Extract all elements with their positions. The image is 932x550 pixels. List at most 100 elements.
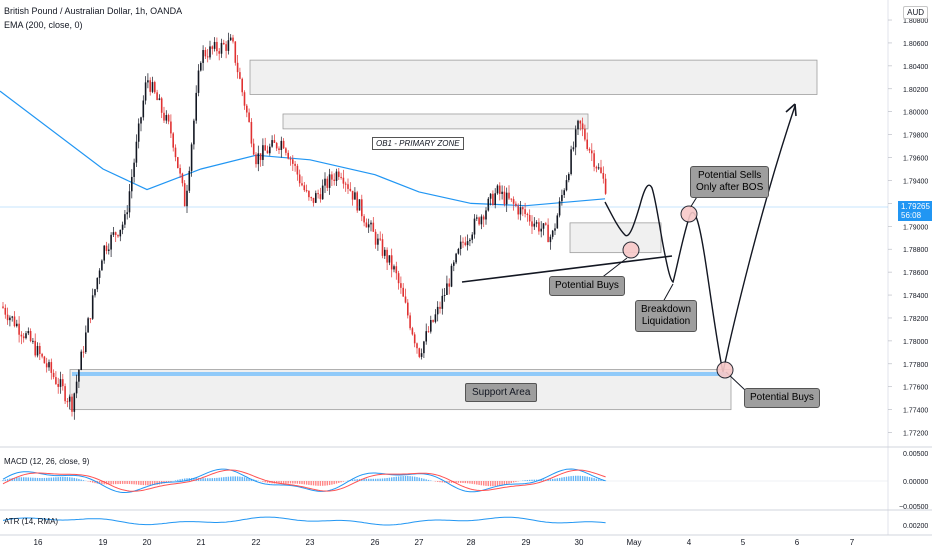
- macd-bar: [473, 481, 476, 485]
- candle-body: [197, 70, 200, 93]
- candle-body: [503, 191, 506, 205]
- candle-body: [522, 207, 524, 210]
- atr-tick: 0.00200: [903, 523, 928, 530]
- macd-bar: [485, 481, 487, 486]
- candle-body: [229, 37, 232, 41]
- candle-body: [393, 266, 395, 270]
- candle-body: [50, 362, 53, 373]
- macd-bar: [586, 476, 588, 481]
- y-tick-12: 1.78400: [903, 293, 928, 300]
- macd-bar: [372, 478, 374, 481]
- macd-bar: [370, 478, 372, 481]
- macd-bar: [59, 476, 62, 481]
- candle-body: [186, 190, 188, 207]
- macd-bar: [89, 481, 92, 483]
- candle-body: [126, 212, 128, 215]
- candle-body: [181, 173, 184, 184]
- bar-countdown: 56:08: [901, 211, 922, 220]
- x-tick-12: 4: [687, 538, 692, 547]
- candle-body: [174, 147, 177, 158]
- candle-body: [160, 98, 163, 113]
- candle-body: [110, 234, 112, 250]
- macd-bar: [317, 481, 319, 486]
- macd-bar: [82, 480, 85, 481]
- macd-bar: [299, 481, 301, 484]
- macd-bar: [225, 476, 227, 481]
- macd-bar: [512, 481, 515, 483]
- candles-layer: [2, 32, 607, 420]
- y-tick-14: 1.78000: [903, 339, 928, 346]
- currency-badge[interactable]: AUD: [903, 6, 928, 19]
- macd-bar: [333, 481, 335, 485]
- macd-bar: [397, 476, 400, 481]
- macd-bar: [41, 478, 43, 481]
- macd-bar: [533, 479, 535, 481]
- candle-body: [425, 331, 427, 342]
- macd-bar: [338, 481, 340, 483]
- candle-body: [349, 188, 352, 191]
- macd-bar: [39, 477, 41, 481]
- candle-body: [448, 283, 450, 287]
- candle-body: [167, 115, 170, 122]
- macd-bar: [170, 481, 172, 482]
- candle-body: [586, 139, 588, 149]
- ob1-zone: [282, 113, 589, 130]
- macd-bar: [131, 481, 133, 485]
- candle-body: [407, 302, 409, 316]
- macd-bar: [319, 481, 322, 486]
- callout-potential-buys-2: Potential Buys: [744, 388, 820, 408]
- candle-body: [370, 222, 372, 225]
- macd-bar: [278, 481, 280, 484]
- macd-bar: [292, 481, 294, 484]
- candle-body: [333, 179, 335, 181]
- candle-body: [140, 117, 142, 124]
- candle-body: [172, 133, 174, 148]
- candle-body: [551, 230, 554, 237]
- macd-bar: [135, 481, 138, 485]
- candle-body: [386, 249, 388, 263]
- macd-bar: [62, 476, 64, 481]
- candle-body: [32, 340, 34, 342]
- macd-bar: [591, 477, 593, 481]
- candle-body: [257, 153, 260, 165]
- candle-body: [604, 178, 607, 194]
- macd-bar: [294, 481, 296, 484]
- macd-bar: [220, 477, 223, 481]
- macd-bar: [600, 479, 602, 481]
- candle-body: [409, 315, 411, 329]
- x-tick-4: 22: [252, 538, 261, 547]
- macd-bar: [184, 478, 186, 481]
- candle-body: [280, 140, 283, 151]
- marker-buys-2: [716, 361, 734, 379]
- macd-bar: [266, 481, 269, 483]
- macd-bar: [101, 481, 103, 485]
- candle-body: [16, 323, 18, 327]
- macd-bar: [223, 477, 225, 481]
- macd-bar: [326, 481, 328, 486]
- macd-bar: [204, 478, 207, 481]
- macd-bar: [388, 477, 391, 481]
- candle-body: [213, 41, 216, 49]
- candle-body: [71, 396, 73, 412]
- candle-body: [165, 115, 168, 121]
- candle-body: [232, 37, 234, 42]
- candle-body: [363, 216, 365, 223]
- candle-body: [466, 241, 469, 246]
- x-tick-7: 27: [415, 538, 424, 547]
- candle-body: [517, 205, 519, 215]
- candle-body: [114, 232, 117, 235]
- y-tick-7: 1.79400: [903, 178, 928, 185]
- macd-bar: [448, 481, 450, 483]
- candle-body: [480, 216, 483, 225]
- macd-bar: [391, 477, 393, 481]
- macd-bar: [174, 480, 177, 481]
- macd-bar: [207, 478, 209, 481]
- candle-body: [6, 314, 9, 321]
- candle-body: [476, 217, 478, 219]
- candle-body: [390, 255, 393, 270]
- candle-body: [305, 190, 308, 192]
- candle-body: [319, 194, 322, 200]
- y-tick-13: 1.78200: [903, 316, 928, 323]
- x-tick-5: 23: [306, 538, 315, 547]
